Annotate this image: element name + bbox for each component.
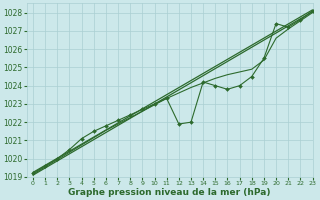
X-axis label: Graphe pression niveau de la mer (hPa): Graphe pression niveau de la mer (hPa) [68,188,271,197]
